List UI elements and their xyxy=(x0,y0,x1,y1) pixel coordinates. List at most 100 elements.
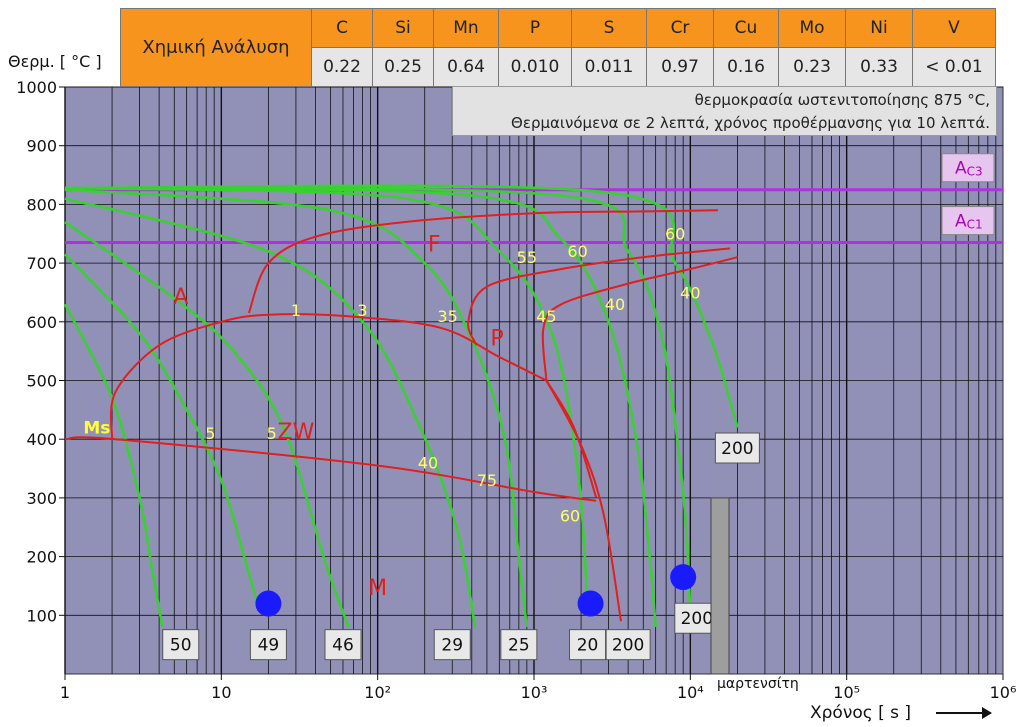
curve-label: 40 xyxy=(680,283,700,302)
hardness-value: 49 xyxy=(258,636,280,656)
element-value: 0.25 xyxy=(372,47,434,87)
element-value: < 0.01 xyxy=(912,47,996,87)
curve-label: 60 xyxy=(567,242,587,261)
hardness-box xyxy=(433,629,471,661)
hardness-value: 29 xyxy=(441,636,463,656)
phase-label: A xyxy=(173,285,188,310)
element-value: 0.33 xyxy=(845,47,913,87)
hardness-box xyxy=(569,629,607,661)
y-tick-label: 300 xyxy=(26,489,57,508)
x-axis-label: Χρόνος [ s ] xyxy=(810,703,912,723)
cooling-curve xyxy=(64,186,589,604)
y-tick-label: 700 xyxy=(26,254,57,273)
y-tick-label: 900 xyxy=(26,137,57,156)
cooling-curve xyxy=(64,188,529,628)
x-tick-label: 10⁵ xyxy=(833,683,860,702)
element-value: 0.64 xyxy=(433,47,499,87)
x-tick-label: 10 xyxy=(211,683,231,702)
element-header: Mo xyxy=(778,8,846,48)
hardness-value: 46 xyxy=(332,636,354,656)
cooling-curve xyxy=(63,303,164,628)
y-tick-label: 600 xyxy=(26,313,57,332)
phase-boundaries xyxy=(64,209,738,622)
cooling-curve xyxy=(64,197,477,628)
critical-label-subscript: C1 xyxy=(967,218,983,232)
x-tick-label: 1 xyxy=(60,683,70,702)
y-tick-label: 100 xyxy=(26,606,57,625)
curve-label: 75 xyxy=(477,471,497,490)
y-tick-label: 800 xyxy=(26,195,57,214)
x-tick-label: 10⁴ xyxy=(677,683,704,702)
curve-label: 40 xyxy=(418,454,438,473)
element-value: 0.97 xyxy=(646,47,714,87)
cooling-curve xyxy=(64,220,350,628)
conditions-line-2: Θερμαινόμενα σε 2 λεπτά, χρόνος προθέρμα… xyxy=(511,114,990,132)
phase-boundary-pearlite-end xyxy=(541,256,738,381)
hardness-box xyxy=(249,629,287,661)
curve-label: 35 xyxy=(437,307,457,326)
element-header: Cu xyxy=(713,8,779,48)
hardness-box xyxy=(162,629,200,661)
hardness-box xyxy=(605,629,651,661)
curve-label: 1 xyxy=(291,301,301,320)
element-value: 0.23 xyxy=(778,47,846,87)
cooling-curve xyxy=(64,186,692,616)
element-value: 0.011 xyxy=(571,47,647,87)
element-value: 0.010 xyxy=(498,47,572,87)
element-header: Mn xyxy=(433,8,499,48)
element-header: S xyxy=(571,8,647,48)
grid xyxy=(64,86,1003,674)
measurement-point xyxy=(255,590,282,617)
curve-label: 55 xyxy=(517,248,537,267)
phase-label: F xyxy=(428,232,441,257)
hardness-box xyxy=(500,629,538,661)
phase-label: P xyxy=(490,326,503,351)
curve-label: 3 xyxy=(357,301,367,320)
element-header: C xyxy=(311,8,373,48)
cooling-curves xyxy=(63,184,739,628)
phase-label: ZW xyxy=(278,420,315,445)
critical-label-subscript: C3 xyxy=(967,165,983,179)
hardness-value: 20 xyxy=(577,636,599,656)
cooling-curve xyxy=(64,186,657,628)
measurement-point xyxy=(577,590,604,617)
phase-boundary-bainite-nose xyxy=(109,313,547,440)
y-tick-label: 1000 xyxy=(16,78,57,97)
phase-boundary-ms-line xyxy=(64,436,597,502)
curve-label: 60 xyxy=(665,225,685,244)
critical-label-box xyxy=(941,153,995,183)
measurement-points xyxy=(255,564,697,617)
y-tick-label: 500 xyxy=(26,372,57,391)
x-tick-label: 10⁶ xyxy=(990,683,1017,702)
curve-label: 5 xyxy=(205,424,215,443)
x-tick-label: 10³ xyxy=(521,683,548,702)
y-tick-label: 200 xyxy=(26,548,57,567)
phase-boundary-pearlite-start xyxy=(467,247,731,346)
critical-label-box xyxy=(941,206,995,236)
axes: 100 200 300 400 500 600 700 800 900 1000 1 10 10² 10³… xyxy=(16,78,1016,702)
element-value: 0.16 xyxy=(713,47,779,87)
curve-label: 60 xyxy=(560,506,580,525)
element-header: P xyxy=(498,8,572,48)
cooling-curve xyxy=(64,253,259,604)
phase-boundary-b-tail xyxy=(545,379,598,499)
phase-label: M xyxy=(368,576,387,601)
conditions-line-1: θερμοκρασία ωστενιτοποίησης 875 °C, xyxy=(694,91,990,109)
hardness-box xyxy=(324,629,362,661)
x-tick-label: 10² xyxy=(364,683,391,702)
element-header: Cr xyxy=(646,8,714,48)
element-header: Si xyxy=(372,8,434,48)
y-tick-label: 400 xyxy=(26,430,57,449)
measurement-point xyxy=(670,564,697,591)
curve-label: 5 xyxy=(267,424,277,443)
composition-table: Χημική Ανάλυση C Si Mn P S Cr Cu Mo Ni V… xyxy=(120,8,996,87)
hardness-value: 50 xyxy=(170,636,192,656)
hardness-value: 200 xyxy=(721,439,753,459)
cooling-curve xyxy=(64,184,739,428)
element-value: 0.22 xyxy=(311,47,373,87)
curve-label: 40 xyxy=(605,295,625,314)
hardness-value: 200 xyxy=(612,636,644,656)
element-header: Ni xyxy=(845,8,913,48)
